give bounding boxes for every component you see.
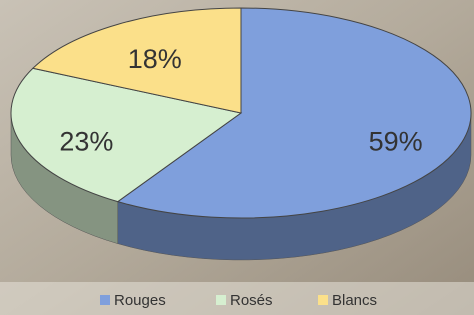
legend-label: Rosés — [230, 292, 273, 309]
legend-label: Rouges — [114, 292, 166, 309]
chart: 59% 23% 18% Rouges Rosés Blancs — [0, 0, 474, 315]
legend-swatch — [216, 295, 226, 305]
data-label: 23% — [59, 127, 113, 157]
legend-label: Blancs — [332, 292, 377, 309]
legend-swatch — [100, 295, 110, 305]
page: {"chart_data": {"type": "pie", "categori… — [0, 0, 474, 315]
legend-swatch — [318, 295, 328, 305]
data-label: 18% — [128, 44, 182, 74]
data-label: 59% — [369, 127, 423, 157]
